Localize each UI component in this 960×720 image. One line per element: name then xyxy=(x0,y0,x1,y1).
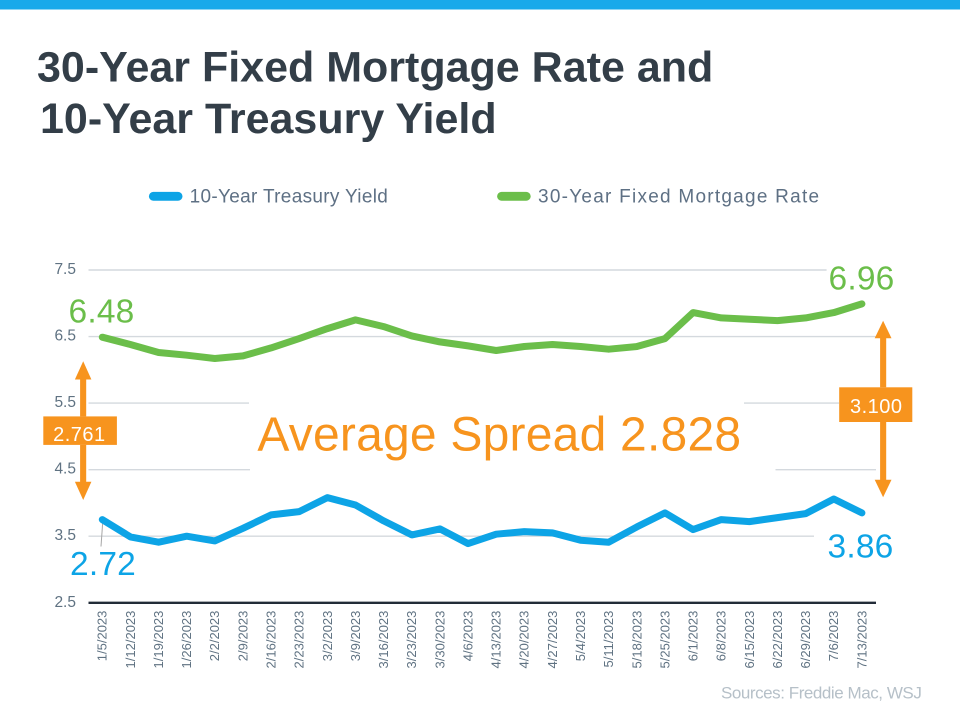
svg-text:6.96: 6.96 xyxy=(829,260,895,297)
svg-text:3.5: 3.5 xyxy=(54,527,76,544)
svg-text:6/22/2023: 6/22/2023 xyxy=(770,611,785,669)
svg-text:30-Year Fixed Mortgage Rate: 30-Year Fixed Mortgage Rate xyxy=(538,187,820,208)
svg-text:2/23/2023: 2/23/2023 xyxy=(292,611,307,669)
svg-text:6/8/2023: 6/8/2023 xyxy=(714,611,729,662)
svg-text:3/30/2023: 3/30/2023 xyxy=(432,611,447,669)
svg-text:2.72: 2.72 xyxy=(70,546,136,583)
svg-text:3/16/2023: 3/16/2023 xyxy=(376,611,391,669)
svg-text:4/13/2023: 4/13/2023 xyxy=(489,611,504,669)
svg-text:2/9/2023: 2/9/2023 xyxy=(235,611,250,662)
svg-text:2.5: 2.5 xyxy=(54,594,76,611)
svg-text:Sources: Freddie Mac, WSJ: Sources: Freddie Mac, WSJ xyxy=(721,684,921,703)
svg-text:3/2/2023: 3/2/2023 xyxy=(320,611,335,662)
svg-text:7.5: 7.5 xyxy=(54,261,76,278)
svg-text:5.5: 5.5 xyxy=(54,394,76,411)
svg-text:6/29/2023: 6/29/2023 xyxy=(798,611,813,669)
svg-text:5/18/2023: 5/18/2023 xyxy=(629,611,644,669)
svg-text:1/26/2023: 1/26/2023 xyxy=(179,611,194,669)
svg-text:7/6/2023: 7/6/2023 xyxy=(826,611,841,662)
svg-text:6/1/2023: 6/1/2023 xyxy=(686,611,701,662)
svg-text:1/12/2023: 1/12/2023 xyxy=(123,611,138,669)
svg-text:6.48: 6.48 xyxy=(69,293,135,330)
svg-text:3/23/2023: 3/23/2023 xyxy=(404,611,419,669)
svg-text:1/5/2023: 1/5/2023 xyxy=(95,611,110,662)
svg-text:5/11/2023: 5/11/2023 xyxy=(601,611,616,668)
svg-text:Average Spread 2.828: Average Spread 2.828 xyxy=(257,409,741,462)
svg-text:1/19/2023: 1/19/2023 xyxy=(151,611,166,669)
svg-text:2/16/2023: 2/16/2023 xyxy=(264,611,279,669)
svg-text:10-Year Treasury Yield: 10-Year Treasury Yield xyxy=(190,187,389,208)
svg-text:5/4/2023: 5/4/2023 xyxy=(573,611,588,662)
svg-text:3/9/2023: 3/9/2023 xyxy=(348,611,363,662)
svg-text:4/27/2023: 4/27/2023 xyxy=(545,611,560,669)
svg-text:10-Year Treasury Yield: 10-Year Treasury Yield xyxy=(40,95,497,143)
svg-text:4.5: 4.5 xyxy=(54,461,76,478)
svg-text:3.86: 3.86 xyxy=(828,529,894,566)
svg-text:30-Year Fixed Mortgage Rate an: 30-Year Fixed Mortgage Rate and xyxy=(37,44,713,92)
svg-text:5/25/2023: 5/25/2023 xyxy=(657,611,672,669)
svg-text:7/13/2023: 7/13/2023 xyxy=(854,611,869,669)
svg-text:2.761: 2.761 xyxy=(53,424,106,446)
svg-text:6.5: 6.5 xyxy=(54,328,76,345)
svg-text:4/20/2023: 4/20/2023 xyxy=(517,611,532,669)
svg-text:6/15/2023: 6/15/2023 xyxy=(742,611,757,669)
svg-text:4/6/2023: 4/6/2023 xyxy=(461,611,476,662)
svg-text:2/2/2023: 2/2/2023 xyxy=(207,611,222,662)
svg-text:3.100: 3.100 xyxy=(850,396,903,418)
